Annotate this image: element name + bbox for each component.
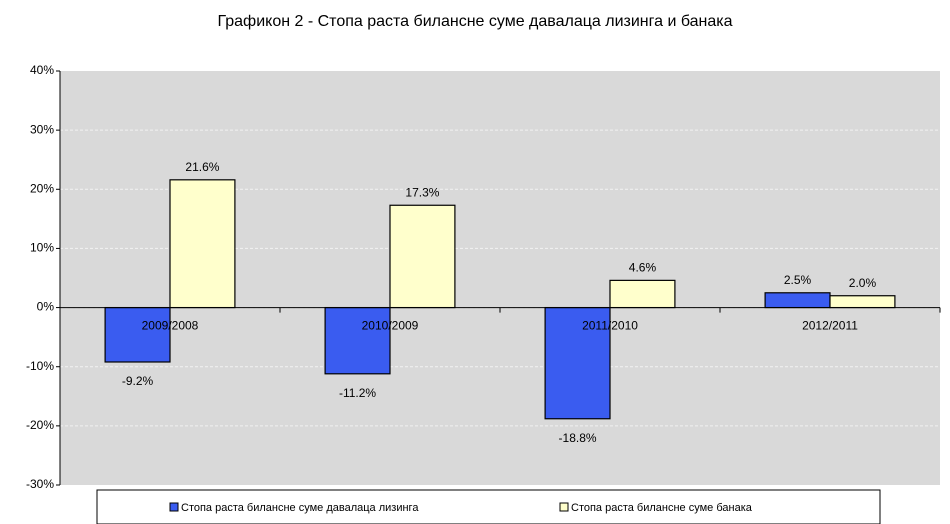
chart-title: Графикон 2 - Стопа раста билансне суме д… bbox=[217, 13, 732, 30]
bar bbox=[169, 179, 236, 309]
value-label: 2.0% bbox=[849, 276, 877, 290]
y-tick-label: -20% bbox=[26, 418, 54, 432]
value-label: 17.3% bbox=[405, 185, 439, 199]
legend bbox=[96, 489, 881, 524]
bar bbox=[544, 306, 611, 420]
value-label: 2.5% bbox=[784, 273, 812, 287]
y-tick-label: 30% bbox=[30, 122, 54, 136]
legend-swatch bbox=[559, 502, 569, 512]
x-tick-label: 2011/2010 bbox=[582, 319, 638, 333]
y-tick-label: 20% bbox=[30, 181, 54, 195]
y-tick-label: 0% bbox=[37, 300, 55, 314]
y-tick-label: -10% bbox=[26, 359, 54, 373]
legend-swatch bbox=[169, 502, 179, 512]
value-label: -11.2% bbox=[339, 386, 376, 400]
bar bbox=[389, 204, 456, 309]
y-tick-label: 40% bbox=[30, 63, 54, 77]
y-tick-label: 10% bbox=[30, 241, 54, 255]
bar bbox=[829, 295, 896, 309]
x-tick-label: 2010/2009 bbox=[362, 319, 419, 333]
value-label: 4.6% bbox=[629, 261, 657, 275]
bar bbox=[764, 292, 831, 309]
bar bbox=[324, 306, 391, 375]
y-tick-label: -30% bbox=[26, 477, 54, 491]
legend-label: Стопа раста билансне суме давалаца лизин… bbox=[181, 502, 419, 514]
value-label: -9.2% bbox=[122, 374, 154, 388]
value-label: -18.8% bbox=[559, 431, 597, 445]
x-tick-label: 2012/2011 bbox=[802, 319, 858, 333]
bar bbox=[104, 306, 171, 363]
legend-label: Стопа раста билансне суме банака bbox=[571, 502, 753, 514]
value-label: 21.6% bbox=[185, 160, 219, 174]
bar bbox=[609, 279, 676, 309]
x-tick-label: 2009/2008 bbox=[142, 319, 199, 333]
